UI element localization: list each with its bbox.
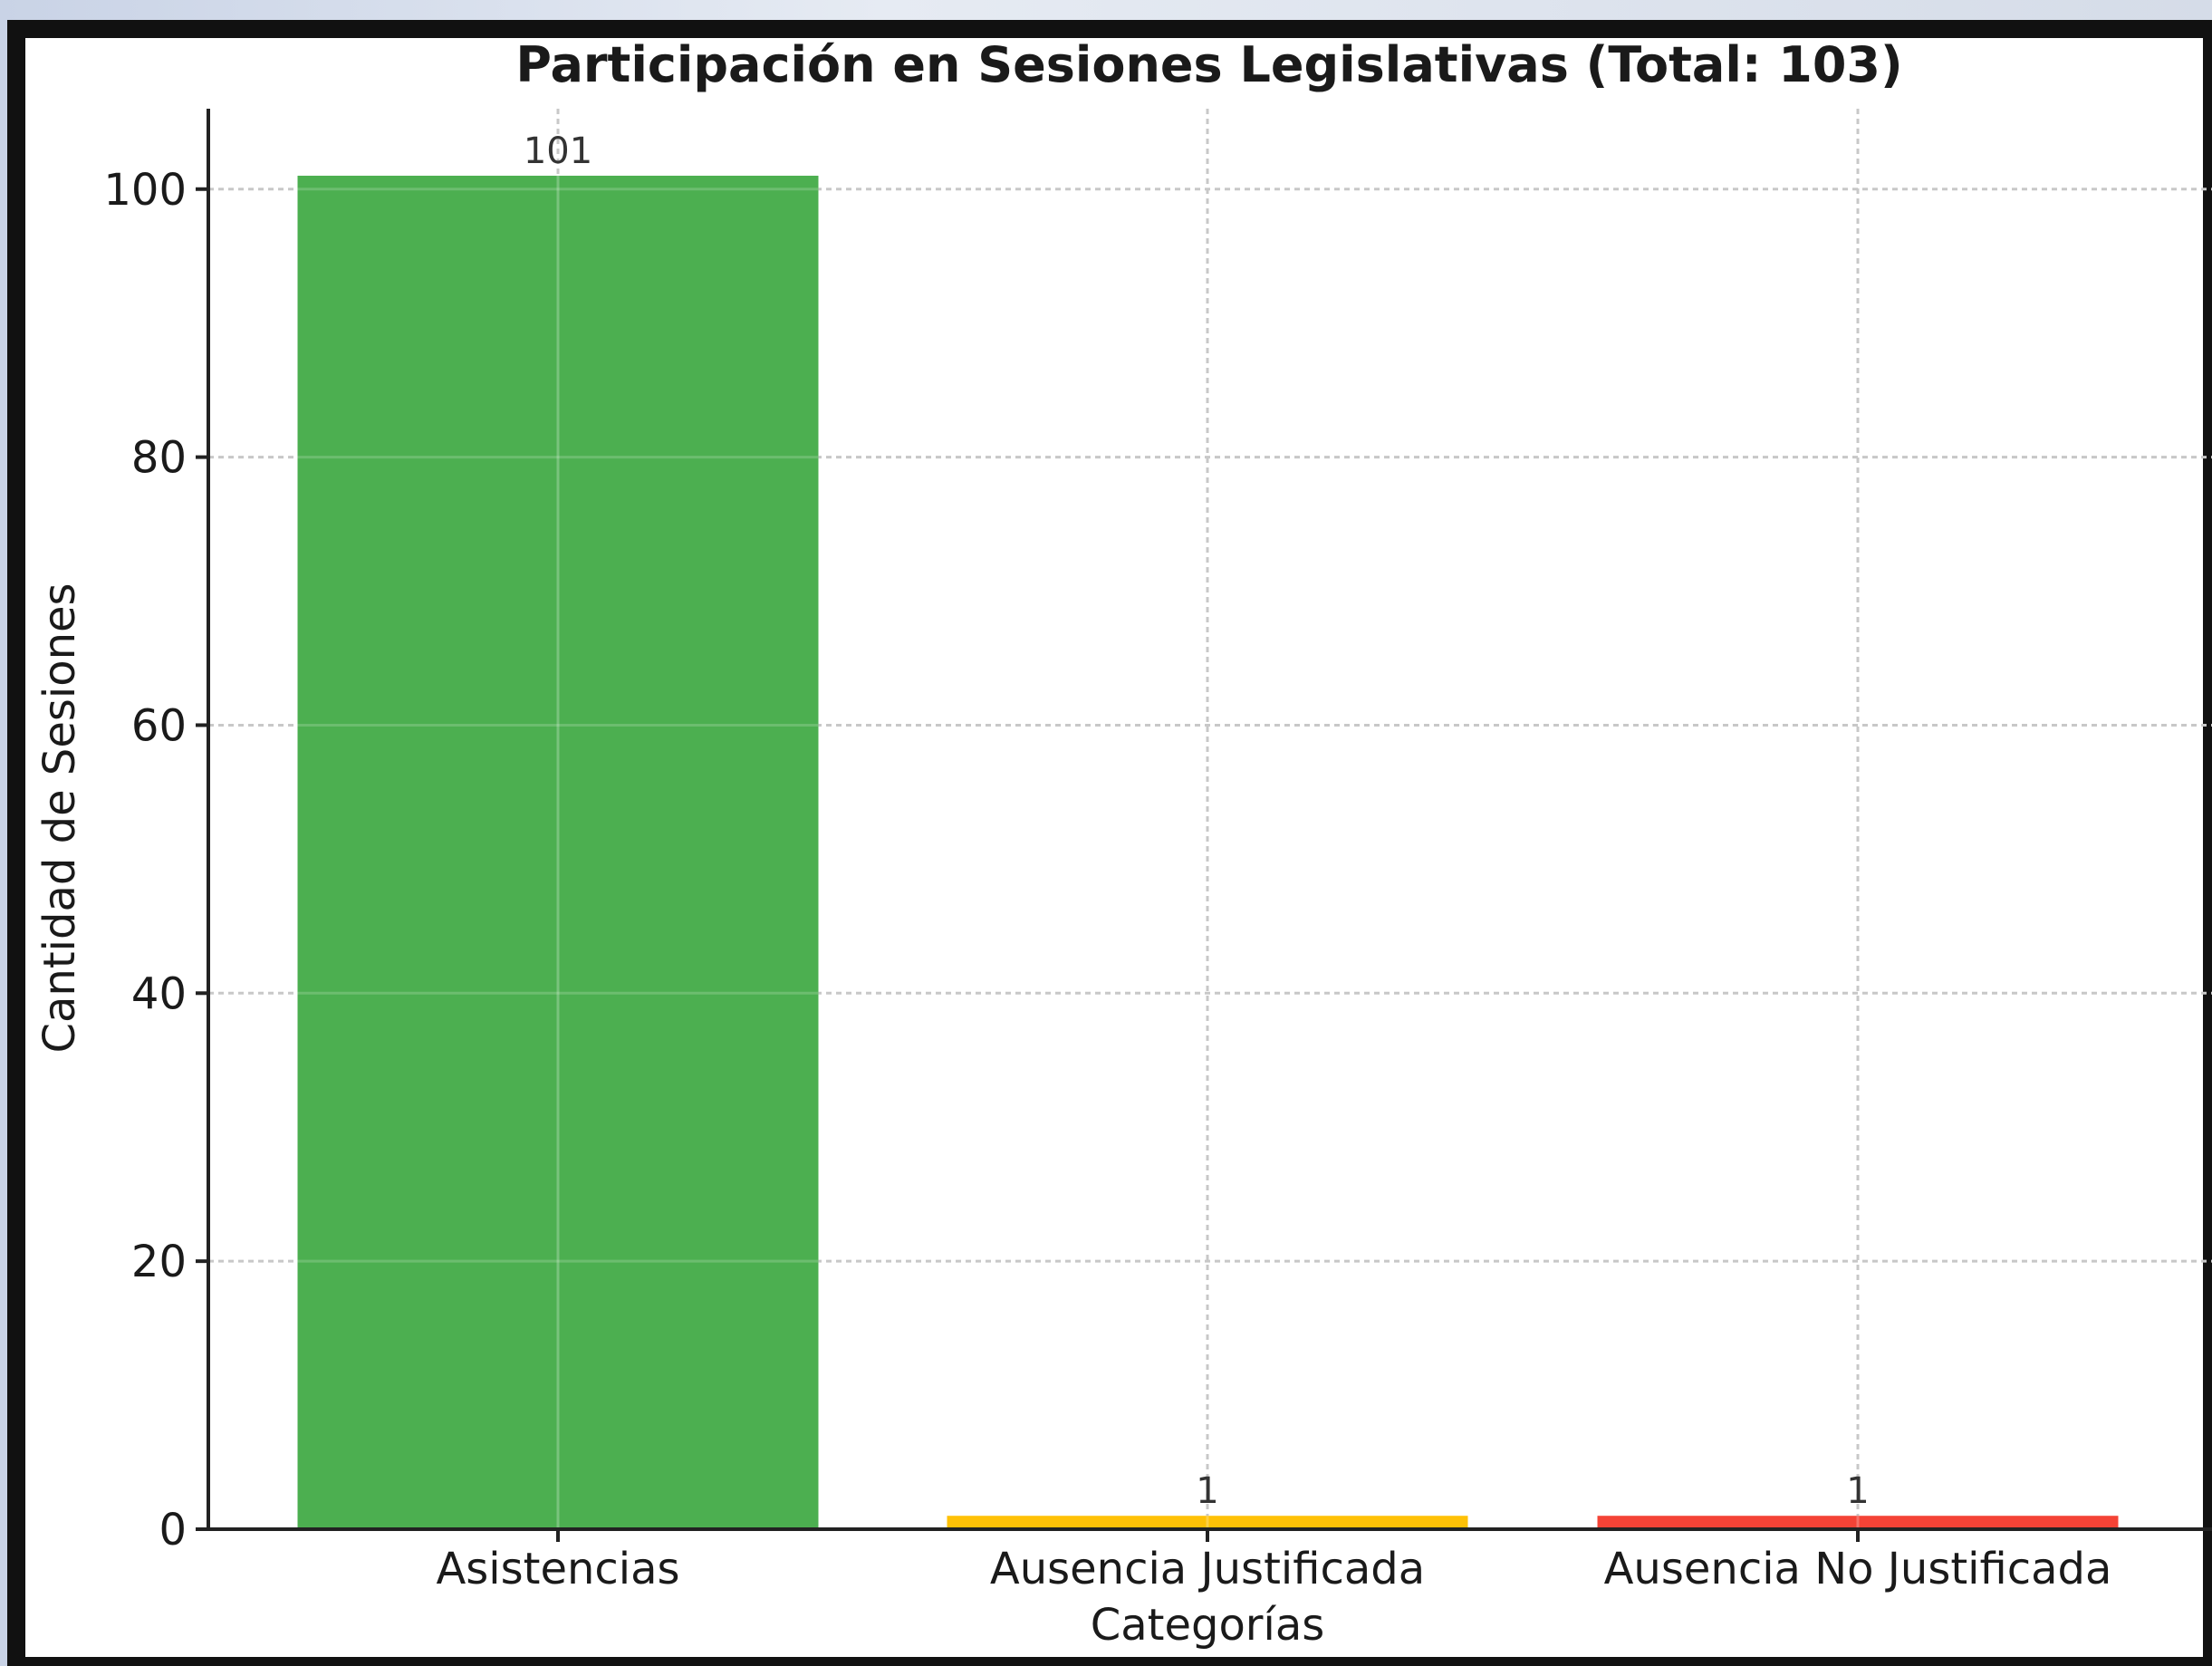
x-tick-label-0: Asistencias bbox=[436, 1544, 679, 1594]
x-tick-label-2: Ausencia No Justificada bbox=[1604, 1544, 2112, 1594]
bar-2 bbox=[1597, 1516, 2119, 1529]
y-tick-label-40: 40 bbox=[131, 968, 187, 1019]
axes bbox=[196, 109, 2212, 1542]
y-tick-label-20: 20 bbox=[131, 1237, 187, 1287]
data-label-2: 1 bbox=[1846, 1470, 1869, 1512]
bar-0 bbox=[297, 175, 819, 1529]
y-tick-label-60: 60 bbox=[131, 700, 187, 751]
data-label-1: 1 bbox=[1196, 1470, 1218, 1512]
chart-title: Participación en Sesiones Legislativas (… bbox=[515, 36, 1902, 93]
y-tick-label-80: 80 bbox=[131, 433, 187, 484]
labels: 0 20 40 60 80 100 Asistencias Ausencia Justific… bbox=[103, 130, 2111, 1594]
x-tick-label-1: Ausencia Justificada bbox=[990, 1544, 1425, 1594]
y-tick-label-0: 0 bbox=[159, 1505, 187, 1555]
y-tick-label-100: 100 bbox=[103, 165, 187, 216]
x-axis-label: Categorías bbox=[1091, 1600, 1325, 1651]
bar-1 bbox=[947, 1516, 1468, 1529]
y-axis-label: Cantidad de Sesiones bbox=[34, 583, 85, 1053]
data-label-0: 101 bbox=[524, 130, 592, 172]
bars bbox=[297, 175, 2119, 1529]
